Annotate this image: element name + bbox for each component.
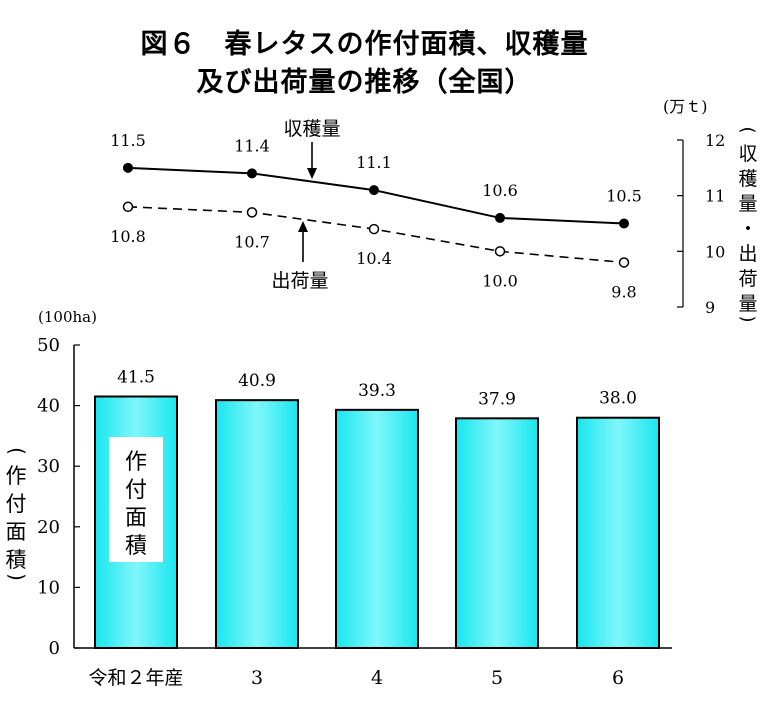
bar-y-axis-title-char: 作	[6, 464, 27, 488]
bar-y-tick-label: 40	[37, 396, 60, 417]
harvest-point	[495, 212, 505, 223]
shipment-series-label: 出荷量	[271, 270, 328, 292]
bar-annotation-char: 積	[125, 534, 147, 559]
line-y-axis-title-char: 量	[738, 193, 757, 215]
line-y-axis-title-char: 出	[738, 243, 757, 265]
line-y-axis-title-char: 穫	[738, 168, 757, 190]
shipment-arrow-head	[298, 221, 308, 232]
bar-y-tick-label: 50	[37, 335, 60, 356]
x-tick-label: 4	[371, 667, 383, 689]
line-y-axis-title-char: ・	[738, 218, 757, 240]
shipment-value-label: 10.4	[356, 249, 392, 268]
harvest-point	[369, 185, 379, 196]
bar-value-label: 40.9	[238, 371, 276, 391]
harvest-series-label: 収穫量	[283, 118, 340, 140]
line-y-tick-label: 10	[705, 242, 725, 261]
shipment-point	[122, 201, 134, 213]
harvest-value-label: 11.5	[110, 131, 146, 150]
bar	[335, 408, 419, 650]
x-tick-label: 令和２年産	[88, 667, 183, 689]
line-y-tick-label: 11	[705, 187, 725, 206]
line-y-tick-label: 12	[705, 131, 725, 150]
bar-y-axis-title-open-paren: (	[5, 447, 29, 455]
shipment-point	[368, 223, 380, 235]
line-unit-label: (万ｔ)	[663, 97, 708, 116]
x-tick-label: 3	[251, 667, 263, 689]
line-y-axis-title-char: 荷	[738, 268, 757, 290]
shipment-value-label: 10.7	[234, 232, 270, 251]
bar-y-axis-title-close-paren: )	[5, 573, 29, 581]
bar-annotation-char: 付	[125, 478, 147, 503]
bar	[576, 416, 660, 649]
bar-y-axis-title-char: 付	[6, 492, 27, 516]
shipment-point	[246, 207, 258, 218]
bar-value-label: 38.0	[599, 389, 637, 409]
bar-unit-label: (100ha)	[38, 308, 97, 326]
bar-y-tick-label: 10	[37, 577, 60, 598]
bar-value-label: 39.3	[358, 381, 396, 401]
line-y-axis-title-close-paren: )	[737, 315, 758, 322]
x-tick-label: 5	[491, 667, 503, 689]
line-y-tick-label: 9	[705, 298, 715, 317]
chart-title-line-1: 図６ 春レタスの作付面積、収穫量	[140, 29, 589, 60]
harvest-arrow-head	[307, 168, 317, 179]
shipment-point	[494, 246, 506, 257]
harvest-value-label: 11.4	[234, 136, 270, 155]
bar-annotation-char: 作	[125, 450, 147, 475]
series-line-harvest	[127, 166, 625, 225]
bar-y-tick-label: 30	[37, 456, 60, 477]
bar-annotation-box	[109, 437, 163, 562]
chart-title-line-2: 及び出荷量の推移（全国）	[196, 67, 533, 98]
bar	[455, 417, 539, 649]
line-y-axis-title-char: 収	[738, 143, 757, 165]
harvest-point	[619, 218, 629, 229]
bar-y-tick-label: 20	[37, 517, 60, 538]
bar-value-label: 37.9	[478, 389, 516, 409]
bar-chart: 01020304050(100ha)(作付面積)41.5令和２年産40.9339…	[5, 308, 672, 689]
bar-y-axis-title-char: 面	[6, 520, 27, 544]
shipment-value-label: 9.8	[611, 282, 636, 301]
bar-annotation-char: 面	[125, 506, 147, 531]
bar-y-tick-label: 0	[49, 638, 60, 659]
line-y-axis-title-open-paren: (	[737, 126, 758, 133]
x-tick-label: 6	[612, 667, 624, 689]
harvest-point	[123, 162, 133, 173]
harvest-point	[247, 168, 257, 179]
bar-y-axis-title-char: 積	[6, 548, 27, 572]
bar-value-label: 41.5	[117, 368, 155, 388]
harvest-value-label: 11.1	[356, 153, 392, 172]
shipment-value-label: 10.8	[110, 227, 146, 246]
shipment-point	[618, 257, 630, 268]
line-y-axis-title-char: 量	[738, 293, 757, 315]
shipment-value-label: 10.0	[482, 271, 518, 290]
harvest-value-label: 10.5	[606, 187, 642, 206]
bar	[215, 399, 299, 649]
harvest-value-label: 10.6	[482, 181, 518, 200]
